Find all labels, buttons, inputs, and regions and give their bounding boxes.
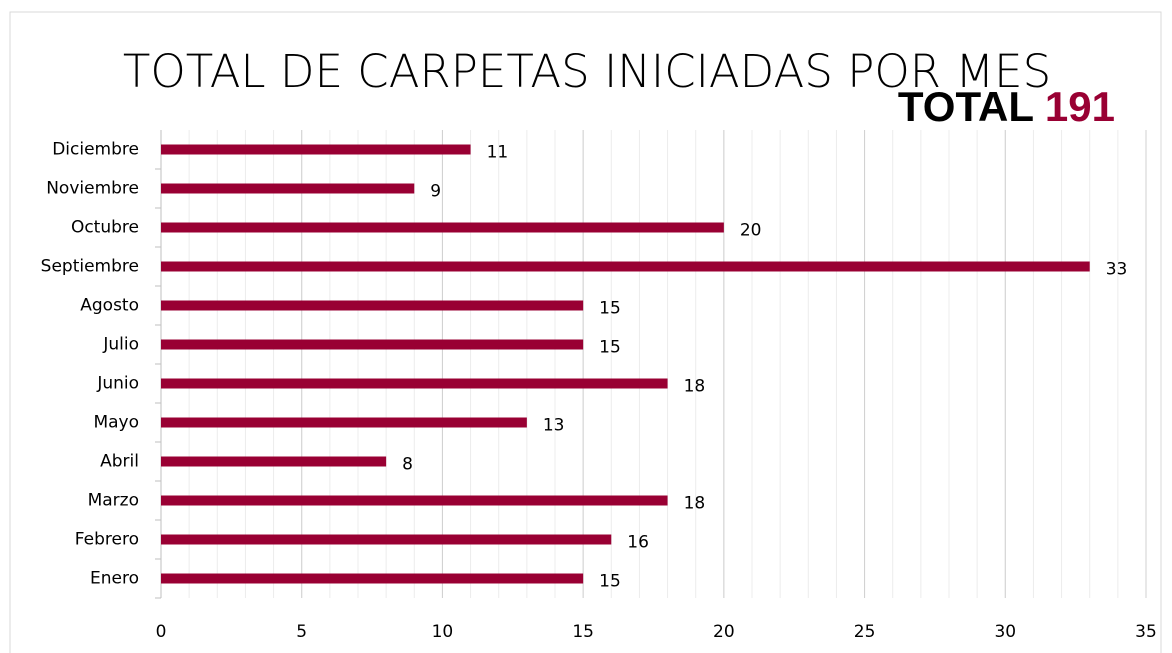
bar — [161, 417, 527, 428]
y-tick-label: Septiembre — [41, 257, 139, 277]
data-label: 9 — [430, 182, 441, 202]
y-tick-label: Noviembre — [46, 179, 139, 199]
bar — [161, 144, 471, 155]
x-tick-label: 30 — [994, 622, 1016, 642]
bar — [161, 456, 387, 467]
y-tick-label: Agosto — [80, 296, 139, 316]
y-tick-label: Febrero — [75, 530, 139, 550]
bar — [161, 573, 584, 584]
total-value: 191 — [1045, 83, 1115, 130]
x-tick-label: 10 — [432, 622, 454, 642]
bar — [161, 183, 415, 194]
data-label: 16 — [627, 533, 649, 553]
data-label: 8 — [402, 455, 413, 475]
bar — [161, 222, 724, 233]
data-label: 20 — [740, 221, 762, 241]
y-tick-label: Enero — [90, 569, 139, 589]
chart-title: TOTAL DE CARPETAS INICIADAS POR MES — [123, 45, 1051, 98]
data-label: 33 — [1106, 260, 1128, 280]
y-tick-label: Octubre — [71, 218, 139, 238]
bar — [161, 378, 668, 389]
data-label: 18 — [684, 377, 706, 397]
data-label: 11 — [487, 143, 509, 163]
data-label: 18 — [684, 494, 706, 514]
x-tick-label: 35 — [1135, 622, 1157, 642]
total-label: TOTAL — [898, 83, 1033, 130]
total: TOTAL 191 — [898, 83, 1115, 130]
y-tick-label: Julio — [102, 335, 139, 355]
data-label: 13 — [543, 416, 565, 436]
y-tick-label: Diciembre — [52, 140, 139, 160]
bar — [161, 300, 584, 311]
x-tick-label: 5 — [296, 622, 307, 642]
data-label: 15 — [599, 338, 621, 358]
x-tick-label: 20 — [713, 622, 735, 642]
bar — [161, 495, 668, 506]
y-tick-label: Abril — [100, 452, 139, 472]
y-tick-label: Junio — [96, 374, 139, 394]
y-tick-label: Marzo — [88, 491, 139, 511]
data-label: 15 — [599, 299, 621, 319]
x-tick-label: 0 — [156, 622, 167, 642]
y-tick-label: Mayo — [93, 413, 139, 433]
x-tick-label: 15 — [572, 622, 594, 642]
data-label: 15 — [599, 572, 621, 592]
bar — [161, 339, 584, 350]
bar — [161, 261, 1090, 272]
chart-border — [9, 11, 1162, 653]
x-tick-label: 25 — [854, 622, 876, 642]
bar — [161, 534, 612, 545]
